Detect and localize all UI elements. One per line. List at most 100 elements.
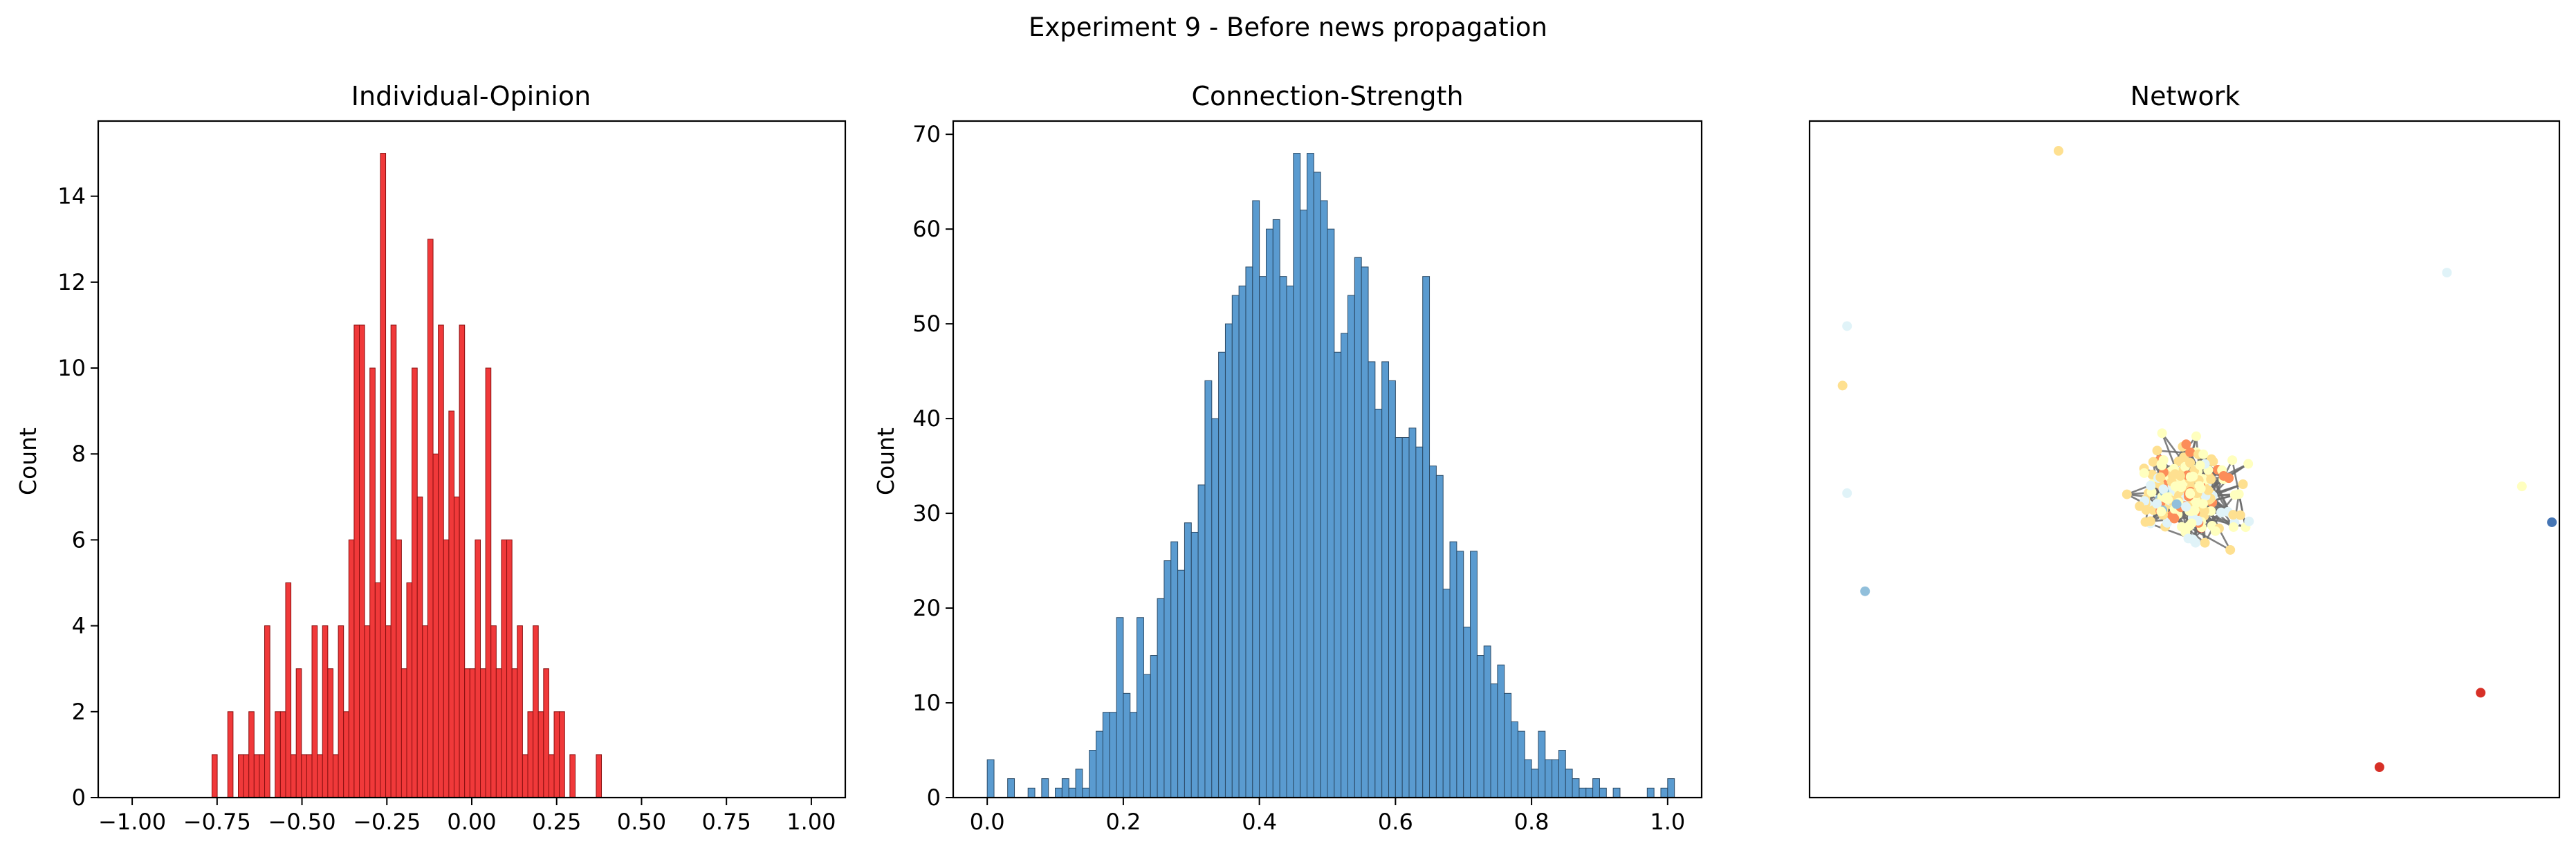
histogram-bar bbox=[1490, 683, 1498, 798]
y-tick-label: 40 bbox=[912, 405, 941, 432]
y-tick-label: 0 bbox=[927, 784, 941, 811]
histogram-bar bbox=[517, 625, 523, 798]
network-node bbox=[2198, 499, 2208, 509]
network-title: Network bbox=[2131, 81, 2241, 111]
histogram-bar bbox=[353, 324, 360, 798]
network-isolated-node bbox=[2476, 688, 2486, 698]
strength-histogram: Connection-Strength Count 0.0 0.2 0.4 0.6 0.… bbox=[872, 81, 1703, 835]
histogram-bar bbox=[1109, 712, 1117, 798]
histogram-bar bbox=[275, 711, 281, 798]
histogram-bar bbox=[259, 754, 266, 798]
network-isolated-node bbox=[2374, 762, 2384, 772]
opinion-yticks: 0 2 4 6 8 10 12 14 bbox=[57, 183, 98, 811]
histogram-bar bbox=[459, 324, 466, 798]
strength-plot-frame bbox=[952, 120, 1703, 799]
histogram-bar bbox=[291, 754, 297, 798]
histogram-bar bbox=[1306, 153, 1314, 798]
histogram-bar bbox=[1531, 769, 1539, 798]
histogram-bar bbox=[301, 754, 307, 798]
histogram-bar bbox=[1123, 692, 1131, 798]
network-isolated-node bbox=[1860, 586, 1870, 596]
histogram-bar bbox=[1361, 266, 1369, 798]
histogram-bar bbox=[522, 754, 528, 798]
network-node bbox=[2141, 505, 2151, 515]
histogram-bar bbox=[1163, 560, 1172, 798]
histogram-bar bbox=[311, 625, 318, 798]
network-node bbox=[2181, 502, 2191, 512]
y-tick-label: 6 bbox=[72, 526, 86, 553]
network-node bbox=[2122, 489, 2132, 499]
network-node bbox=[2235, 510, 2245, 520]
y-tick-label: 50 bbox=[912, 311, 941, 337]
histogram-bar bbox=[1476, 655, 1484, 798]
histogram-bar bbox=[1463, 626, 1471, 798]
histogram-bar bbox=[364, 625, 371, 798]
network-node bbox=[2176, 482, 2187, 493]
histogram-bar bbox=[227, 711, 234, 798]
histogram-bar bbox=[1143, 674, 1151, 798]
histogram-bar bbox=[264, 625, 270, 798]
histogram-bar bbox=[1041, 778, 1049, 798]
histogram-bar bbox=[1068, 787, 1076, 798]
network-node bbox=[2146, 480, 2156, 490]
histogram-bar bbox=[1504, 692, 1512, 798]
network-node bbox=[2187, 518, 2197, 528]
histogram-bar bbox=[537, 711, 544, 798]
histogram-bar bbox=[380, 153, 387, 798]
network-node bbox=[2190, 537, 2200, 548]
network-node bbox=[2228, 522, 2238, 532]
histogram-bar bbox=[306, 754, 313, 798]
network-node bbox=[2225, 544, 2236, 555]
histogram-bar bbox=[1368, 361, 1376, 798]
histogram-bar bbox=[343, 711, 349, 798]
histogram-bar bbox=[1415, 446, 1424, 798]
histogram-bar bbox=[1408, 428, 1417, 798]
histogram-bar bbox=[412, 367, 418, 798]
histogram-bar bbox=[1245, 266, 1253, 798]
histogram-bar bbox=[1374, 408, 1383, 798]
histogram-bar bbox=[1354, 257, 1362, 798]
y-tick-label: 30 bbox=[912, 500, 941, 526]
network-node bbox=[2196, 484, 2206, 494]
histogram-bar bbox=[1592, 778, 1600, 798]
histogram-bar bbox=[1524, 759, 1532, 798]
histogram-bar bbox=[1177, 569, 1185, 798]
network-node bbox=[2198, 449, 2209, 459]
histogram-bar bbox=[1231, 295, 1240, 798]
histogram-bar bbox=[248, 711, 255, 798]
histogram-bar bbox=[322, 625, 329, 798]
network-isolated-node bbox=[2053, 146, 2063, 156]
network-node bbox=[2139, 468, 2149, 478]
histogram-bar bbox=[1096, 730, 1103, 798]
histogram-bar bbox=[453, 496, 460, 798]
network-node bbox=[2227, 455, 2238, 466]
histogram-bar bbox=[1456, 551, 1464, 798]
network-node bbox=[2206, 474, 2216, 484]
histogram-bar bbox=[427, 239, 434, 798]
histogram-bar bbox=[1422, 276, 1430, 798]
histogram-bar bbox=[1286, 285, 1294, 798]
network-node bbox=[2181, 439, 2191, 450]
network-isolated-node bbox=[2547, 517, 2557, 527]
histogram-bar bbox=[348, 539, 355, 798]
histogram-bar bbox=[1157, 598, 1165, 798]
histogram-bar bbox=[1150, 655, 1158, 798]
histogram-bar bbox=[1265, 228, 1273, 798]
histogram-bar bbox=[1381, 361, 1390, 798]
histogram-bar bbox=[1545, 759, 1553, 798]
histogram-bar bbox=[1470, 551, 1478, 798]
network-isolated-node bbox=[2517, 481, 2527, 492]
histogram-bar bbox=[211, 754, 218, 798]
histogram-bar bbox=[359, 324, 365, 798]
network-node bbox=[2175, 471, 2185, 481]
histogram-bar bbox=[1334, 351, 1342, 798]
histogram-bar bbox=[1572, 778, 1580, 798]
histogram-bar bbox=[1102, 712, 1110, 798]
histogram-bar bbox=[285, 582, 292, 798]
histogram-bar bbox=[1442, 589, 1451, 798]
histogram-bar bbox=[1483, 645, 1491, 798]
x-tick-label: 0.00 bbox=[447, 809, 496, 835]
network-node bbox=[2152, 499, 2162, 509]
x-tick-label: 0.6 bbox=[1378, 809, 1413, 835]
